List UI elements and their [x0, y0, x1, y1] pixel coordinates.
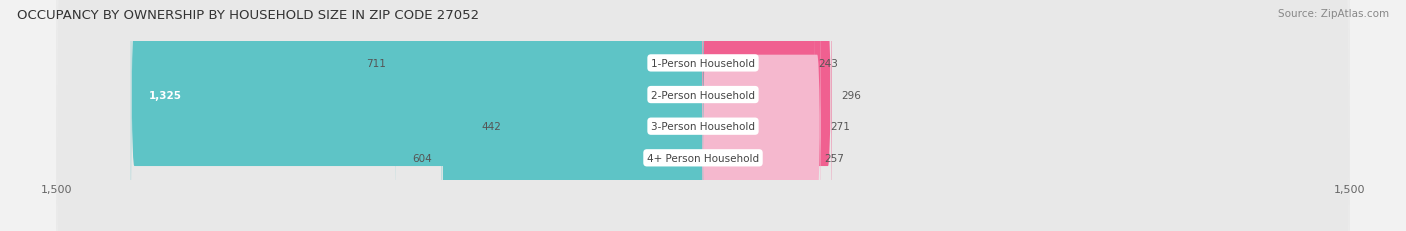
Text: 2-Person Household: 2-Person Household [651, 90, 755, 100]
FancyBboxPatch shape [702, 0, 814, 231]
Text: 3-Person Household: 3-Person Household [651, 122, 755, 132]
Text: 711: 711 [366, 59, 385, 69]
Text: 296: 296 [841, 90, 862, 100]
Text: 271: 271 [831, 122, 851, 132]
FancyBboxPatch shape [56, 0, 1350, 231]
Text: 1-Person Household: 1-Person Household [651, 59, 755, 69]
Text: 442: 442 [482, 122, 502, 132]
FancyBboxPatch shape [702, 0, 821, 231]
FancyBboxPatch shape [56, 0, 1350, 231]
Text: OCCUPANCY BY OWNERSHIP BY HOUSEHOLD SIZE IN ZIP CODE 27052: OCCUPANCY BY OWNERSHIP BY HOUSEHOLD SIZE… [17, 9, 479, 22]
Text: 257: 257 [824, 153, 845, 163]
Text: 4+ Person Household: 4+ Person Household [647, 153, 759, 163]
Text: 1,325: 1,325 [149, 90, 181, 100]
FancyBboxPatch shape [512, 0, 704, 231]
FancyBboxPatch shape [56, 0, 1350, 231]
FancyBboxPatch shape [702, 0, 808, 231]
FancyBboxPatch shape [395, 0, 704, 231]
Text: Source: ZipAtlas.com: Source: ZipAtlas.com [1278, 9, 1389, 19]
FancyBboxPatch shape [56, 0, 1350, 231]
FancyBboxPatch shape [702, 0, 831, 231]
FancyBboxPatch shape [131, 0, 704, 231]
Text: 604: 604 [412, 153, 432, 163]
Text: 243: 243 [818, 59, 838, 69]
FancyBboxPatch shape [441, 0, 704, 231]
